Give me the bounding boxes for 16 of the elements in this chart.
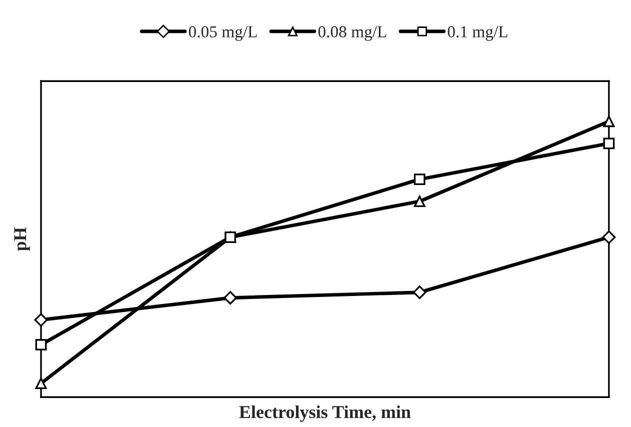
point — [35, 339, 47, 350]
point — [224, 291, 238, 305]
legend-label: 0.08 mg/L — [318, 26, 386, 41]
legend-label: 0.05 mg/L — [188, 26, 257, 41]
point — [414, 174, 426, 185]
x-axis-title: Electrolysis Time, min — [239, 405, 411, 422]
y-axis-title: pH — [14, 227, 30, 251]
point — [224, 231, 236, 243]
point — [414, 196, 426, 208]
point — [603, 138, 615, 150]
legend-label: 0.1 mg/L — [448, 26, 508, 41]
point — [603, 116, 615, 128]
point — [602, 230, 616, 244]
point — [34, 313, 48, 327]
point — [35, 378, 47, 390]
point — [412, 286, 426, 300]
